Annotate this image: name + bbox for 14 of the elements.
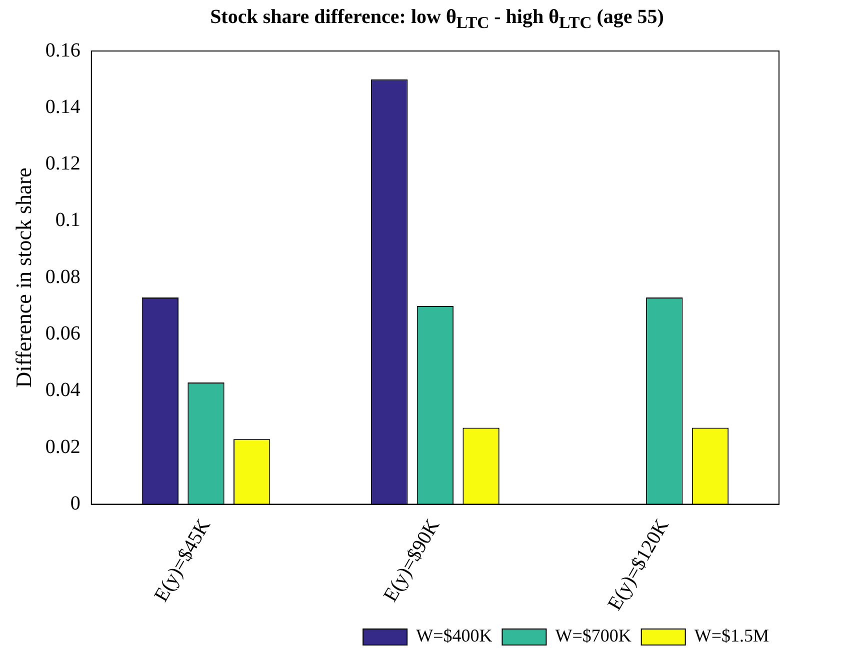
y-tick-label: 0.02 bbox=[45, 436, 80, 458]
y-tick-label: 0.1 bbox=[55, 209, 80, 232]
legend-label: W=$1.5M bbox=[694, 626, 770, 646]
y-tick-label: 0.06 bbox=[45, 322, 80, 345]
y-axis-title: Difference in stock share bbox=[10, 168, 36, 388]
y-tick-label: 0.16 bbox=[45, 39, 80, 62]
y-tick-label: 0.14 bbox=[45, 96, 80, 118]
y-tick-label: 0.08 bbox=[45, 266, 80, 288]
y-tick-label: 0 bbox=[70, 492, 80, 515]
y-tick-label: 0.12 bbox=[45, 152, 80, 175]
legend-label: W=$700K bbox=[555, 626, 632, 646]
chart-title: Stock share difference: low θ$_{LTC}$ - high θ$_{LTC}$ (age 55) bbox=[209, 6, 665, 33]
legend-label: W=$400K bbox=[416, 626, 492, 646]
y-tick-label: 0.04 bbox=[45, 379, 80, 402]
